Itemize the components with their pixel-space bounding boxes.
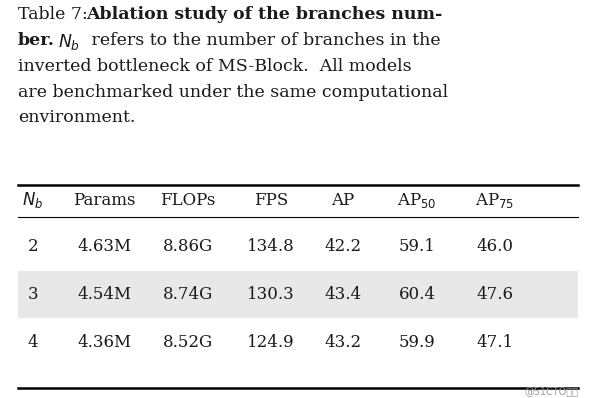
Text: 60.4: 60.4 bbox=[399, 286, 436, 303]
Text: are benchmarked under the same computational: are benchmarked under the same computati… bbox=[18, 84, 448, 101]
Text: 8.86G: 8.86G bbox=[163, 238, 213, 255]
Text: 124.9: 124.9 bbox=[247, 334, 295, 351]
Text: $N_b$: $N_b$ bbox=[22, 190, 44, 210]
Text: ber.: ber. bbox=[18, 32, 55, 49]
Text: 42.2: 42.2 bbox=[324, 238, 361, 255]
Text: 2: 2 bbox=[27, 238, 38, 255]
Text: AP$_{75}$: AP$_{75}$ bbox=[475, 191, 514, 210]
Text: FPS: FPS bbox=[254, 192, 288, 209]
Text: 46.0: 46.0 bbox=[476, 238, 513, 255]
Text: 4.36M: 4.36M bbox=[77, 334, 131, 351]
Text: 3: 3 bbox=[27, 286, 38, 303]
Text: 59.9: 59.9 bbox=[399, 334, 436, 351]
Text: 134.8: 134.8 bbox=[247, 238, 295, 255]
Text: Params: Params bbox=[73, 192, 135, 209]
Text: AP: AP bbox=[331, 192, 355, 209]
Text: 8.74G: 8.74G bbox=[163, 286, 213, 303]
Text: 4.63M: 4.63M bbox=[77, 238, 131, 255]
Text: refers to the number of branches in the: refers to the number of branches in the bbox=[86, 32, 441, 49]
Text: 47.1: 47.1 bbox=[476, 334, 513, 351]
Text: environment.: environment. bbox=[18, 109, 135, 127]
Text: 43.4: 43.4 bbox=[324, 286, 361, 303]
Text: 8.52G: 8.52G bbox=[163, 334, 213, 351]
Text: Ablation study of the branches num-: Ablation study of the branches num- bbox=[86, 6, 443, 23]
Text: FLOPs: FLOPs bbox=[160, 192, 215, 209]
Text: 59.1: 59.1 bbox=[399, 238, 436, 255]
Text: 47.6: 47.6 bbox=[476, 286, 513, 303]
Text: $N_b$: $N_b$ bbox=[58, 32, 80, 52]
Text: 4.54M: 4.54M bbox=[77, 286, 131, 303]
Text: 43.2: 43.2 bbox=[324, 334, 361, 351]
Text: @51CTO博客: @51CTO博客 bbox=[524, 386, 578, 396]
Text: 130.3: 130.3 bbox=[247, 286, 295, 303]
Text: Table 7:: Table 7: bbox=[18, 6, 98, 23]
Text: AP$_{50}$: AP$_{50}$ bbox=[398, 191, 437, 210]
Text: inverted bottleneck of MS-Block.  All models: inverted bottleneck of MS-Block. All mod… bbox=[18, 58, 411, 75]
Text: 4: 4 bbox=[27, 334, 38, 351]
